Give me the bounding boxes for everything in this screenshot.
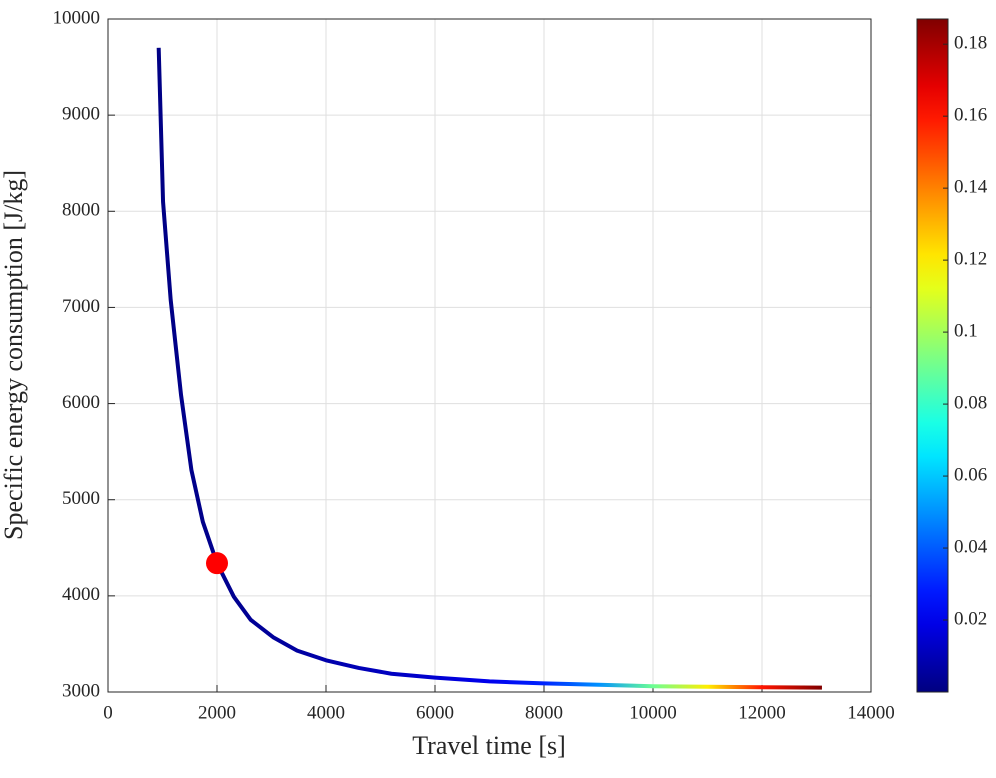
x-tick-label: 2000 (198, 702, 236, 723)
colorbar-tick-label: 0.12 (954, 248, 987, 269)
y-tick-label: 7000 (62, 296, 100, 317)
y-tick-label: 3000 (62, 680, 100, 701)
y-tick-label: 4000 (62, 584, 100, 605)
x-tick-label: 4000 (307, 702, 345, 723)
y-axis-label: Specific energy consumption [J/kg] (0, 170, 28, 540)
x-axis-label: Travel time [s] (412, 731, 566, 760)
x-tick-label: 8000 (525, 702, 563, 723)
y-tick-label: 5000 (62, 488, 100, 509)
x-tick-label: 10000 (629, 702, 677, 723)
colorbar-tick-label: 0.02 (954, 608, 987, 629)
x-tick-label: 12000 (738, 702, 786, 723)
curve (156, 47, 822, 690)
x-tick-label: 14000 (847, 702, 895, 723)
colorbar-tick-label: 0.1 (954, 320, 978, 341)
colorbar-tick-label: 0.18 (954, 33, 987, 54)
axes-box (107, 18, 872, 693)
highlight-marker (206, 552, 228, 575)
y-tick-label: 10000 (53, 7, 101, 28)
y-tick-label: 6000 (62, 392, 100, 413)
colorbar-tick-label: 0.08 (954, 392, 987, 413)
colorbar-tick-label: 0.04 (954, 536, 988, 557)
x-tick-label: 0 (103, 702, 113, 723)
colorbar-tick-label: 0.06 (954, 464, 987, 485)
y-tick-label: 9000 (62, 104, 100, 125)
colorbar-tick-label: 0.16 (954, 105, 987, 126)
plot-area (108, 19, 871, 692)
colorbar-tick-label: 0.14 (954, 177, 988, 198)
y-tick-label: 8000 (62, 200, 100, 221)
x-tick-label: 6000 (416, 702, 454, 723)
colorbar (916, 18, 949, 693)
